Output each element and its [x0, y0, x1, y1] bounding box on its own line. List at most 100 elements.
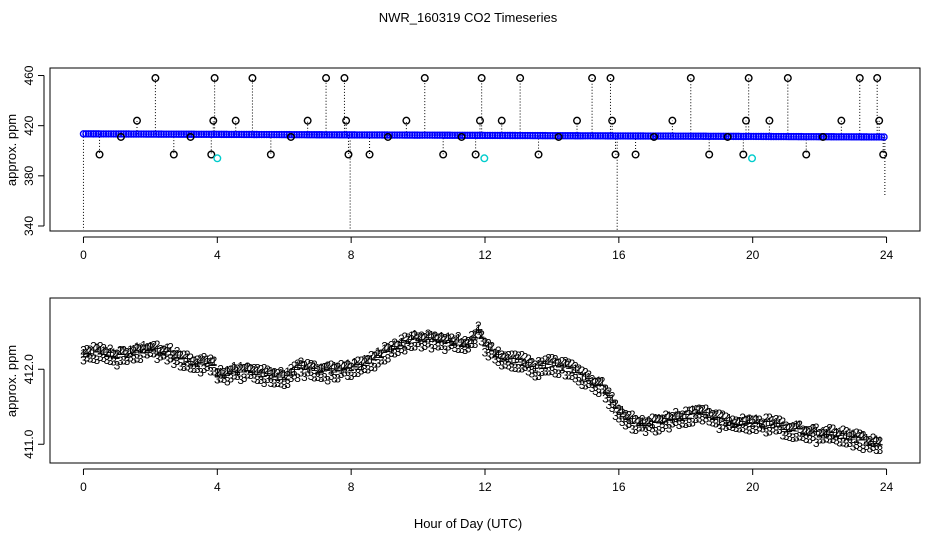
- series-2-point: 2: [425, 327, 432, 341]
- baseline-point: [303, 130, 311, 139]
- baseline-point: [744, 132, 753, 141]
- series-1-point: 1: [756, 417, 763, 431]
- baseline-point: [749, 132, 758, 141]
- series-1-point: 1: [559, 360, 566, 374]
- series-3-point: 3: [107, 354, 114, 368]
- baseline-point: [202, 130, 211, 139]
- series-3-point: 3: [585, 377, 592, 391]
- baseline-point: [784, 132, 793, 141]
- series-3-point: 3: [388, 346, 395, 360]
- series-2-point: 2: [616, 403, 623, 417]
- baseline-point: [626, 132, 635, 140]
- series-2-point: 2: [442, 332, 449, 346]
- series-1-point: 1: [110, 346, 117, 360]
- series-2-point: 2: [769, 417, 776, 431]
- series-1-point: 1: [83, 346, 90, 360]
- series-1-point: 1: [365, 353, 372, 367]
- series-1-point: 1: [743, 413, 750, 427]
- series-1-point: 1: [877, 434, 884, 448]
- series-3-point: 3: [759, 422, 766, 436]
- series-2-point: 2: [840, 423, 847, 437]
- series-2-point: 2: [478, 328, 485, 342]
- baseline-point: [488, 131, 497, 140]
- series-1-point: 1: [274, 370, 281, 384]
- baseline-point: [677, 132, 685, 140]
- series-1-point: 1: [388, 343, 395, 357]
- series-1-point: 1: [488, 340, 495, 354]
- baseline-point: [611, 132, 620, 140]
- spike-point: [742, 116, 751, 125]
- series-3-point: 3: [291, 369, 298, 383]
- series-1-point: 1: [452, 334, 459, 348]
- baseline-point: [774, 132, 783, 141]
- series-3-point: 3: [301, 370, 308, 384]
- series-3-point: 3: [575, 374, 582, 388]
- series-1-point: 1: [612, 398, 619, 412]
- baseline-point: [862, 133, 871, 141]
- baseline-point: [762, 132, 770, 141]
- series-1-point: 1: [545, 354, 552, 368]
- baseline-point: [468, 131, 477, 140]
- baseline-point: [609, 132, 617, 140]
- series-3-point: 3: [201, 362, 208, 376]
- spike-point: [554, 132, 563, 141]
- baseline-point: [162, 130, 170, 138]
- baseline-point: [832, 133, 841, 141]
- baseline-point: [712, 132, 720, 140]
- series-3-point: 3: [636, 421, 643, 435]
- series-3-point: 3: [421, 339, 428, 353]
- series-1-point: 1: [776, 417, 783, 431]
- baseline-point: [368, 131, 376, 139]
- series-3-point: 3: [790, 431, 797, 445]
- series-3-point: 3: [324, 373, 331, 387]
- series-3-point: 3: [298, 366, 305, 380]
- series-3-point: 3: [244, 368, 251, 382]
- series-1-point: 1: [124, 347, 131, 361]
- series-3-point: 3: [331, 372, 338, 386]
- series-3-point: 3: [495, 355, 502, 369]
- series-3-point: 3: [344, 369, 351, 383]
- series-3-point: 3: [164, 353, 171, 367]
- series-2-point: 2: [288, 361, 295, 375]
- series-2-point: 2: [652, 412, 659, 426]
- series-2-point: 2: [703, 402, 710, 416]
- series-3-point: 3: [525, 364, 532, 378]
- baseline-point: [129, 130, 138, 138]
- series-1-point: 1: [539, 358, 546, 372]
- x-tick-label: 20: [746, 480, 760, 494]
- series-2-point: 2: [94, 341, 101, 355]
- spike-point: [457, 132, 466, 141]
- series-1-point: 1: [666, 409, 673, 423]
- baseline-point: [687, 132, 695, 140]
- series-1-point: 1: [160, 343, 167, 357]
- series-2-point: 2: [535, 355, 542, 369]
- series-3-point: 3: [274, 376, 281, 390]
- baseline-point: [124, 130, 133, 138]
- baseline-point: [574, 132, 582, 140]
- series-1-point: 1: [301, 359, 308, 373]
- panel-top-y-axis-label: approx. ppm: [4, 114, 19, 186]
- series-2-point: 2: [254, 362, 261, 376]
- baseline-point: [661, 132, 670, 140]
- baseline-point: [340, 131, 349, 139]
- series-2-point: 2: [729, 413, 736, 427]
- series-1-point: 1: [836, 425, 843, 439]
- baseline-point: [795, 132, 803, 141]
- series-2-point: 2: [692, 406, 699, 420]
- series-1-point: 1: [672, 409, 679, 423]
- baseline-point: [137, 130, 145, 138]
- series-3-point: 3: [134, 351, 141, 365]
- series-3-point: 3: [866, 442, 873, 456]
- spike-point: [266, 150, 275, 159]
- series-1-point: 1: [201, 353, 208, 367]
- panel-bottom-chart: 3333333333333333333333333333333333333333…: [4, 297, 921, 494]
- series-1-point: 1: [515, 352, 522, 366]
- baseline-point: [343, 131, 351, 139]
- series-1-point: 1: [221, 367, 228, 381]
- series-2-point: 2: [773, 413, 780, 427]
- series-1-point: 1: [442, 333, 449, 347]
- series-2-point: 2: [679, 408, 686, 422]
- series-2-point: 2: [324, 359, 331, 373]
- series-3-point: 3: [706, 415, 713, 429]
- series-1-point: 1: [304, 361, 311, 375]
